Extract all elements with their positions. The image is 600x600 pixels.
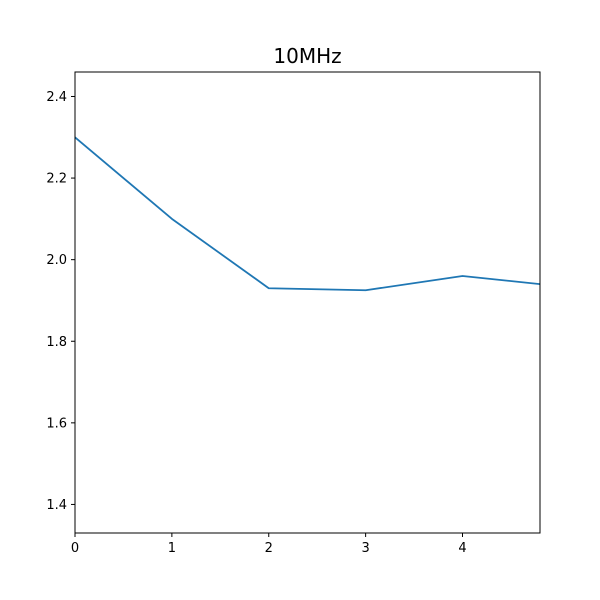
x-tick-label-3: 3 xyxy=(361,541,369,556)
plot-frame xyxy=(74,71,541,534)
x-tick-label-2: 2 xyxy=(265,541,273,556)
series-layer xyxy=(75,136,540,292)
chart-title: 10MHz xyxy=(273,44,341,68)
y-tick-label-2: 1.8 xyxy=(46,335,67,350)
y-tick-label-0: 1.4 xyxy=(46,498,67,513)
y-tick-label-1: 1.6 xyxy=(46,416,67,431)
y-tick-label-5: 2.4 xyxy=(46,90,67,105)
y-tick-label-3: 2.0 xyxy=(46,253,67,268)
y-axis: 1.4 1.6 1.8 2.0 2.2 2.4 xyxy=(46,90,75,513)
x-tick-label-4: 4 xyxy=(458,541,466,556)
y-tick-label-4: 2.2 xyxy=(46,172,67,187)
x-tick-label-1: 1 xyxy=(168,541,176,556)
series-line-0 xyxy=(75,136,540,292)
x-axis: 0 1 2 3 4 xyxy=(71,533,467,556)
x-tick-label-0: 0 xyxy=(71,541,79,556)
